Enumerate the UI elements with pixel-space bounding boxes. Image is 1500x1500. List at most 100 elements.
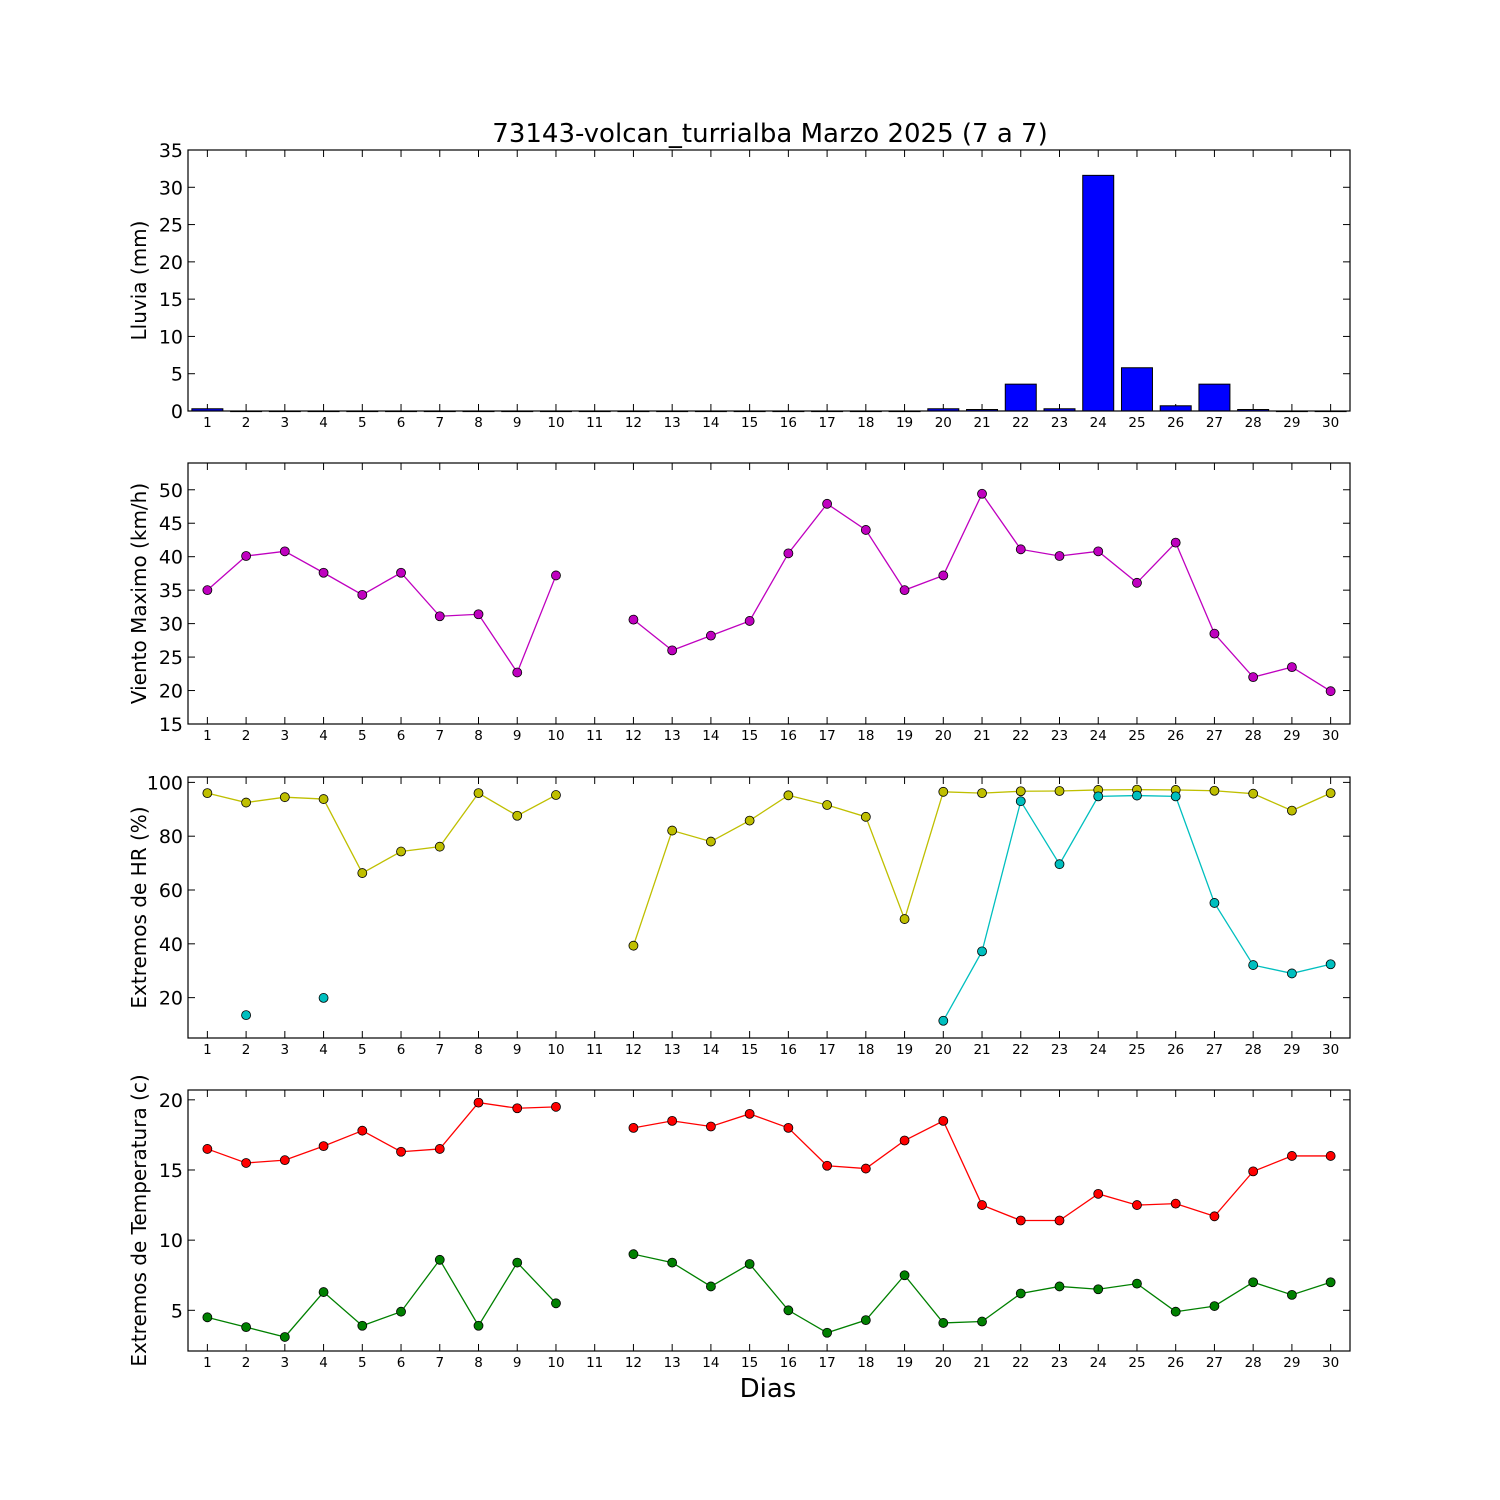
x-tick-label: 18 [857,1042,874,1058]
data-point [1287,968,1297,979]
axes-frame [187,776,1351,1039]
data-point [899,1135,910,1146]
data-point [744,616,755,626]
data-point [512,1103,523,1114]
data-point [1209,1211,1220,1222]
x-tick-label: 29 [1283,1042,1300,1058]
x-tick-label: 13 [664,1355,681,1371]
data-point [860,525,871,535]
data-point [860,1163,871,1174]
x-tick-label: 15 [741,415,758,431]
data-point [318,794,329,804]
data-point [318,1287,329,1297]
data-point [1209,1301,1220,1311]
data-point [628,1249,639,1260]
data-point [241,1322,252,1333]
x-tick-label: 21 [973,728,990,744]
data-point [241,1158,252,1168]
data-point [977,1200,987,1210]
x-tick-label: 30 [1322,1042,1339,1058]
y-axis-label: Viento Maximo (km/h) [127,483,151,704]
x-tick-label: 2 [242,728,251,744]
x-tick-label: 11 [586,728,603,744]
data-point [1093,791,1104,802]
data-point [473,609,484,620]
data-point [1287,805,1297,816]
data-point [744,815,755,826]
data-point [473,788,484,799]
y-tick-label: 20 [159,252,183,274]
x-tick-label: 3 [281,415,290,431]
x-tick-label: 17 [819,415,836,431]
y-tick-label: 15 [159,714,183,736]
x-tick-label: 4 [319,1355,328,1371]
x-tick-label: 12 [625,1042,642,1058]
data-point [434,841,445,852]
series-line [207,1101,556,1164]
x-tick-label: 13 [664,728,681,744]
axes-frame [187,1089,1351,1352]
x-tick-label: 26 [1167,728,1184,744]
x-tick-label: 23 [1051,415,1068,431]
y-tick-label: 30 [159,614,183,636]
data-point [1132,790,1142,801]
x-tick-label: 28 [1245,728,1262,744]
data-point [783,1305,794,1316]
data-point [1054,859,1065,870]
data-point [279,546,290,557]
x-tick-label: 18 [857,1355,874,1371]
data-point [1093,546,1104,557]
y-tick-label: 20 [159,988,183,1010]
data-point [783,548,794,559]
x-tick-label: 3 [281,728,290,744]
x-tick-label: 23 [1051,1355,1068,1371]
data-point [318,993,329,1003]
y-tick-label: 100 [147,772,183,794]
x-tick-label: 11 [586,1355,603,1371]
x-tick-label: 8 [474,415,483,431]
x-tick-label: 29 [1283,1355,1300,1371]
x-tick-label: 22 [1012,415,1029,431]
data-point [1325,788,1336,799]
data-point [357,868,368,878]
data-point [551,790,561,800]
x-tick-label: 19 [896,1042,913,1058]
data-point [551,1298,561,1309]
y-tick-label: 45 [159,513,183,535]
y-tick-label: 5 [171,364,183,386]
series-line [207,792,557,874]
x-tick-label: 1 [203,1355,212,1371]
data-point [1248,1166,1259,1177]
y-tick-label: 20 [159,681,183,703]
data-point [938,1318,949,1328]
x-tick-label: 30 [1322,1355,1339,1371]
x-tick-label: 22 [1012,1042,1029,1058]
y-tick-label: 35 [159,580,183,602]
x-tick-label: 22 [1012,728,1029,744]
x-tick-label: 1 [203,728,212,744]
x-tick-label: 25 [1128,1355,1145,1371]
data-point [938,570,949,581]
data-point [1325,1151,1336,1161]
x-tick-label: 12 [625,415,642,431]
data-point [706,836,716,847]
series-line [206,550,557,674]
x-tick-label: 4 [319,1042,328,1058]
x-tick-label: 6 [397,728,406,744]
data-point [1325,1277,1336,1288]
data-point [1287,662,1297,673]
bar [1198,383,1231,412]
axes-frame [187,462,1351,725]
data-point [938,786,949,797]
x-tick-label: 10 [547,1042,564,1058]
data-point [1015,786,1026,797]
data-point [279,792,290,803]
data-point [202,585,213,596]
x-tick-label: 5 [358,1042,367,1058]
y-tick-label: 10 [159,326,183,348]
x-tick-label: 6 [397,1042,406,1058]
x-tick-label: 10 [547,728,564,744]
data-point [396,567,406,578]
